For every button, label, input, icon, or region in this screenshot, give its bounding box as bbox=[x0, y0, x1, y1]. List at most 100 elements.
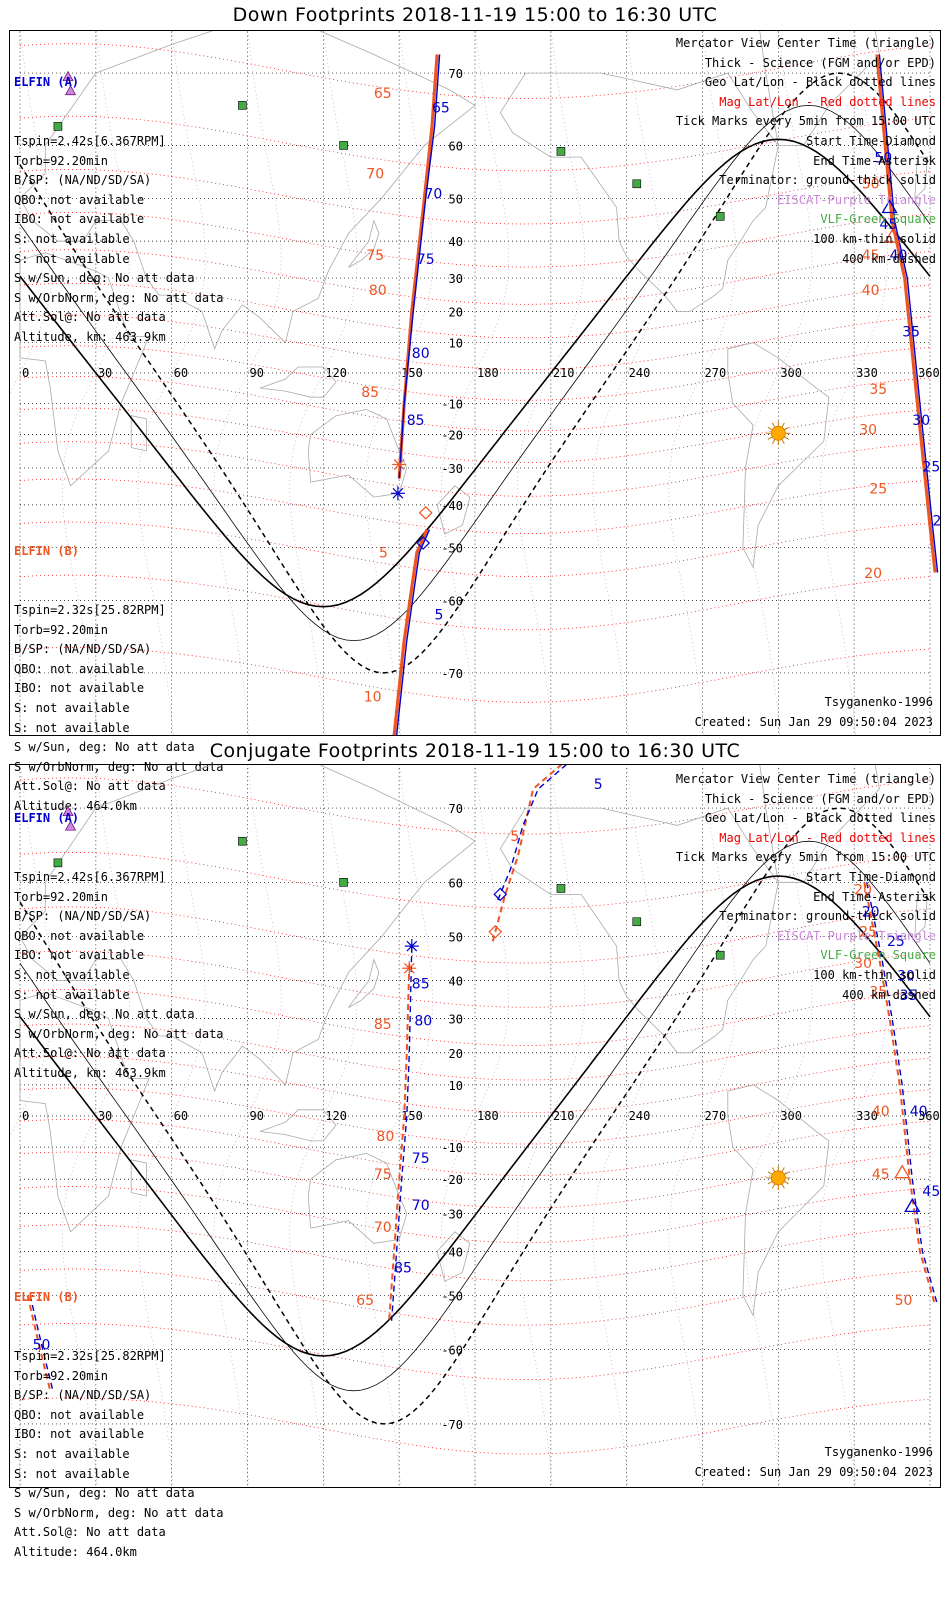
info-line: S w/Sun, deg: No att data bbox=[14, 740, 195, 755]
legend-item: Geo Lat/Lon - Black dotted lines bbox=[704, 75, 936, 90]
lon-tick-label: 180 bbox=[477, 366, 499, 380]
info-line: QBO: not available bbox=[14, 1407, 145, 1422]
lon-tick-label: 270 bbox=[705, 366, 727, 380]
elfin-b-tick-label: 10 bbox=[364, 689, 382, 705]
elfin-b-tick-label: 40 bbox=[862, 283, 880, 299]
info-line: Tspin=2.42s[6.367RPM] bbox=[14, 869, 166, 884]
mag-latitude-line bbox=[19, 906, 931, 964]
sun-ray bbox=[767, 1171, 773, 1175]
elfin-a-track bbox=[398, 54, 441, 479]
legend: Mercator View Center Time (triangle) Thic… bbox=[676, 34, 936, 269]
elfin-a-lines: Tspin=2.42s[6.367RPM] Torb=92.20min B/SP: … bbox=[14, 132, 224, 348]
elfin-b-tick-label: 75 bbox=[374, 1167, 392, 1183]
mag-latitude-line bbox=[19, 950, 931, 1008]
sun-ray bbox=[784, 436, 789, 440]
elfin-b-track bbox=[388, 963, 411, 1321]
terminator-100km bbox=[19, 840, 931, 1392]
coastline bbox=[727, 1084, 830, 1317]
coastlines bbox=[19, 765, 928, 1317]
asterisk-stroke bbox=[393, 459, 405, 470]
coastline bbox=[914, 156, 928, 200]
lat-tick-label: 50 bbox=[449, 192, 463, 206]
mag-latitude-line bbox=[19, 314, 931, 370]
vlf-station bbox=[556, 147, 566, 156]
elfin-a-info: ELFIN (A) Tspin=2.42s[6.367RPM] Torb=92.2… bbox=[14, 34, 224, 387]
elfin-b-center-triangle bbox=[883, 228, 901, 243]
info-line: Altitude, km: 463.9km bbox=[14, 329, 166, 344]
legend-item: Geo Lat/Lon - Black dotted lines bbox=[704, 811, 936, 826]
lat-tick-label: 40 bbox=[449, 975, 463, 989]
elfin-b-tick-label: 35 bbox=[869, 382, 887, 398]
lat-tick-label: 50 bbox=[449, 931, 463, 945]
elfin-a-track bbox=[395, 529, 431, 735]
lon-tick-label: 240 bbox=[629, 1109, 651, 1123]
sun-ray bbox=[767, 1180, 773, 1185]
info-line: B/SP: (NA/ND/SD/SA) bbox=[14, 909, 152, 924]
elfin-a-track bbox=[866, 882, 939, 1306]
legend-item: Tick Marks every 5min from 15:00 UTC bbox=[675, 850, 936, 865]
legend-item: Thick - Science (FGM and/or EPD) bbox=[704, 791, 936, 806]
elfin-a-tick-label: 80 bbox=[414, 1014, 432, 1030]
mag-latitude-line bbox=[19, 283, 931, 339]
info-line: IBO: not available bbox=[14, 1427, 145, 1442]
lat-tick-label: 20 bbox=[449, 1047, 463, 1061]
legend-item: Start Time-Diamond bbox=[805, 869, 936, 884]
lon-tick-label: 210 bbox=[553, 1109, 575, 1123]
sun-ray bbox=[784, 1171, 789, 1175]
legend-item: Mercator View Center Time (triangle) bbox=[675, 772, 936, 786]
elfin-b-tick-label: 30 bbox=[859, 423, 877, 439]
axis-labels: 0 30 60 90 120 150 180 210 240 270 300 330 360706050… bbox=[22, 802, 940, 1432]
sun-ray bbox=[771, 1167, 776, 1173]
vlf-station bbox=[339, 141, 348, 150]
coastline bbox=[19, 765, 476, 1093]
lat-tick-label: -40 bbox=[441, 1245, 463, 1259]
elfin-a-tick-label: 45 bbox=[879, 217, 897, 233]
info-line: S: not available bbox=[14, 967, 130, 982]
vlf-station bbox=[238, 101, 247, 110]
elfin-a-tick-label: 20 bbox=[862, 905, 880, 921]
info-line: IBO: not available bbox=[14, 212, 145, 227]
elfin-a-track bbox=[878, 54, 939, 573]
axis-labels: 0 30 60 90 120 150 180 210 240 270 300 330 360706050… bbox=[22, 67, 940, 681]
coastline bbox=[759, 31, 880, 146]
elfin-b-tick-label: 75 bbox=[366, 248, 384, 264]
coastline bbox=[259, 366, 337, 398]
mag-latitude-line bbox=[19, 1087, 931, 1145]
info-line: QBO: not available bbox=[14, 928, 145, 943]
vlf-station bbox=[556, 884, 566, 893]
info-line: Att.Sol@: No att data bbox=[14, 1046, 166, 1061]
elfin-a-track bbox=[29, 1295, 54, 1391]
elfin-b-tick-label: 50 bbox=[862, 177, 880, 193]
geo-grid bbox=[19, 31, 931, 735]
sun-icon bbox=[770, 425, 786, 441]
info-line: S: not available bbox=[14, 720, 130, 735]
lat-tick-label: -40 bbox=[441, 499, 463, 513]
elfin-b-tick-label: 65 bbox=[374, 86, 392, 102]
mag-latitude-line bbox=[19, 1023, 931, 1081]
mag-latitude-line bbox=[19, 777, 931, 835]
elfin-a-header: ELFIN (A) bbox=[14, 811, 80, 826]
vlf-station bbox=[715, 950, 725, 960]
info-line: S: not available bbox=[14, 231, 130, 246]
legend-item: End Time-Asterisk bbox=[813, 889, 936, 904]
lat-tick-label: -30 bbox=[441, 462, 463, 476]
sun-icon bbox=[770, 1170, 786, 1186]
elfin-a-tick-label: 25 bbox=[922, 459, 940, 475]
legend-item: EISCAT-Purple Triangle bbox=[777, 928, 936, 943]
elfin-a-end-asterisk bbox=[390, 486, 405, 501]
legend-item: Mag Lat/Lon - Red dotted lines bbox=[719, 94, 936, 109]
lat-tick-label: -10 bbox=[441, 397, 463, 411]
elfin-b-track bbox=[491, 765, 563, 942]
terminator bbox=[19, 72, 931, 674]
elfin-b-tick-label: 80 bbox=[376, 1129, 394, 1145]
info-line: Tspin=2.32s[25.82RPM] bbox=[14, 602, 166, 617]
coastline bbox=[307, 1152, 408, 1244]
panel-title-conjugate: Conjugate Footprints 2018-11-19 15:00 to… bbox=[209, 740, 741, 762]
lat-tick-label: 60 bbox=[449, 139, 463, 153]
lon-tick-label: 210 bbox=[553, 366, 575, 380]
vlf-station bbox=[238, 836, 247, 846]
elfin-b-lines: Tspin=2.32s[25.82RPM] Torb=92.20min B/SP: … bbox=[14, 1347, 224, 1563]
asterisk-stroke bbox=[392, 487, 404, 499]
info-line: B/SP: (NA/ND/SD/SA) bbox=[14, 642, 152, 657]
lon-tick-label: 180 bbox=[477, 1109, 499, 1123]
